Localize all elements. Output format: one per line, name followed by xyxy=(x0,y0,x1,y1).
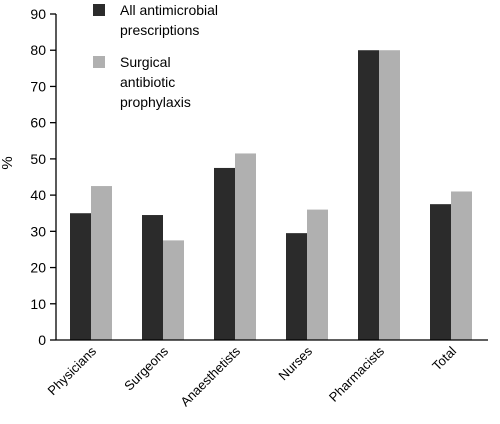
bar-pharmacists-series-1 xyxy=(358,50,379,340)
x-tick-label-physicians: Physicians xyxy=(45,343,100,398)
y-tick-label-70: 70 xyxy=(30,78,46,94)
y-axis-label: % xyxy=(0,156,16,169)
y-tick-label-0: 0 xyxy=(38,332,46,348)
bar-anaesthetists-series-2 xyxy=(235,153,256,340)
y-tick-label-30: 30 xyxy=(30,223,46,239)
bar-total-series-1 xyxy=(430,204,451,340)
legend-swatch-series-1 xyxy=(93,4,105,16)
y-tick-label-60: 60 xyxy=(30,115,46,131)
x-tick-label-total: Total xyxy=(429,343,459,373)
x-tick-label-anaesthetists: Anaesthetists xyxy=(177,343,243,409)
bar-total-series-2 xyxy=(451,191,472,340)
bar-physicians-series-1 xyxy=(70,213,91,340)
legend-label-series-2-line-2: antibiotic xyxy=(120,74,175,90)
legend-swatch-series-2 xyxy=(93,56,105,68)
legend: All antimicrobial prescriptions Surgical an… xyxy=(93,2,218,110)
legend-label-series-1-line-1: All antimicrobial xyxy=(120,2,218,18)
x-tick-label-nurses: Nurses xyxy=(275,343,315,383)
bars-group xyxy=(70,50,472,340)
y-tick-label-50: 50 xyxy=(30,151,46,167)
bar-pharmacists-series-2 xyxy=(379,50,400,340)
y-tick-label-40: 40 xyxy=(30,187,46,203)
x-tick-label-pharmacists: Pharmacists xyxy=(326,343,388,405)
bar-surgeons-series-2 xyxy=(163,240,184,340)
bar-nurses-series-2 xyxy=(307,209,328,340)
legend-label-series-1-line-2: prescriptions xyxy=(120,22,199,38)
bar-physicians-series-2 xyxy=(91,186,112,340)
y-tick-label-10: 10 xyxy=(30,296,46,312)
y-tick-label-20: 20 xyxy=(30,260,46,276)
x-tick-label-surgeons: Surgeons xyxy=(121,343,171,393)
bar-anaesthetists-series-1 xyxy=(214,167,235,340)
y-tick-label-80: 80 xyxy=(30,42,46,58)
legend-label-series-2-line-1: Surgical xyxy=(120,54,171,70)
y-tick-label-90: 90 xyxy=(30,6,46,22)
bar-nurses-series-1 xyxy=(286,233,307,340)
legend-label-series-2-line-3: prophylaxis xyxy=(120,94,191,110)
bar-surgeons-series-1 xyxy=(142,215,163,340)
